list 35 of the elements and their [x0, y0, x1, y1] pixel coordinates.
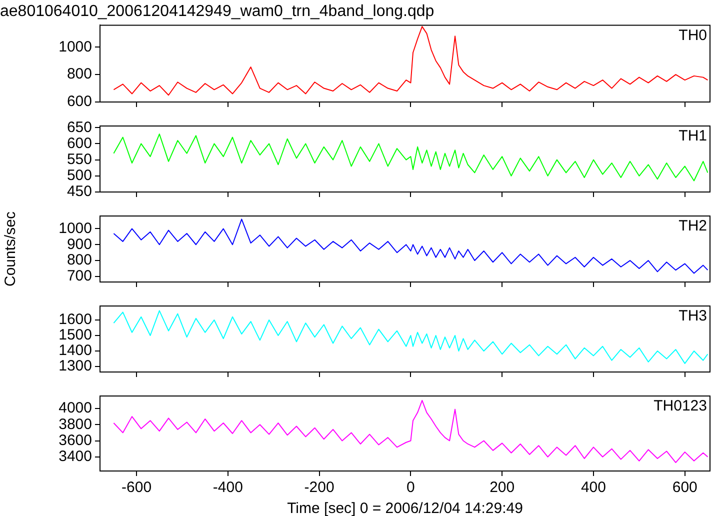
- x-tick-label: 600: [672, 479, 698, 496]
- y-tick-label: 800: [66, 66, 92, 83]
- y-tick-label: 600: [66, 134, 92, 152]
- y-tick-label: 1600: [58, 311, 92, 328]
- y-tick-label: 1400: [58, 342, 92, 360]
- series-label: TH1: [678, 128, 707, 145]
- y-tick-label: 800: [66, 252, 92, 269]
- y-tick-label: 700: [66, 268, 92, 285]
- y-tick-label: 550: [66, 150, 92, 168]
- x-tick-label: 400: [580, 479, 606, 496]
- x-axis-title: Time [sec] 0 = 2006/12/04 14:29:49: [287, 500, 523, 516]
- y-axis-title: Counts/sec: [2, 210, 20, 287]
- y-tick-label: 1300: [58, 358, 92, 375]
- y-tick-label: 1000: [58, 220, 92, 237]
- y-tick-label: 4000: [58, 400, 92, 417]
- y-tick-label: 650: [66, 118, 92, 136]
- text: TH0: [678, 26, 707, 44]
- series-label: TH2: [678, 218, 707, 235]
- y-tick-label: 450: [66, 183, 92, 200]
- y-tick-label: 3600: [58, 432, 92, 449]
- y-tick-label: 900: [66, 236, 92, 253]
- x-tick-label: 0: [406, 479, 415, 496]
- y-tick-label: 600: [66, 93, 92, 110]
- y-tick-label: 1000: [58, 38, 92, 56]
- chart-title: ae801064010_20061204142949_wam0_trn_4band_long.qdp: [0, 3, 434, 20]
- y-tick-label: 1500: [58, 326, 92, 344]
- text: TH0123: [654, 398, 707, 415]
- y-tick-label: 500: [66, 167, 92, 184]
- y-tick-label: 3800: [58, 416, 92, 433]
- series-label: TH3: [678, 308, 707, 325]
- y-tick-label: 3400: [58, 448, 92, 466]
- x-tick-label: -400: [212, 479, 243, 496]
- x-tick-label: -200: [304, 479, 334, 496]
- x-tick-label: -600: [122, 479, 152, 496]
- x-tick-label: 200: [490, 479, 515, 496]
